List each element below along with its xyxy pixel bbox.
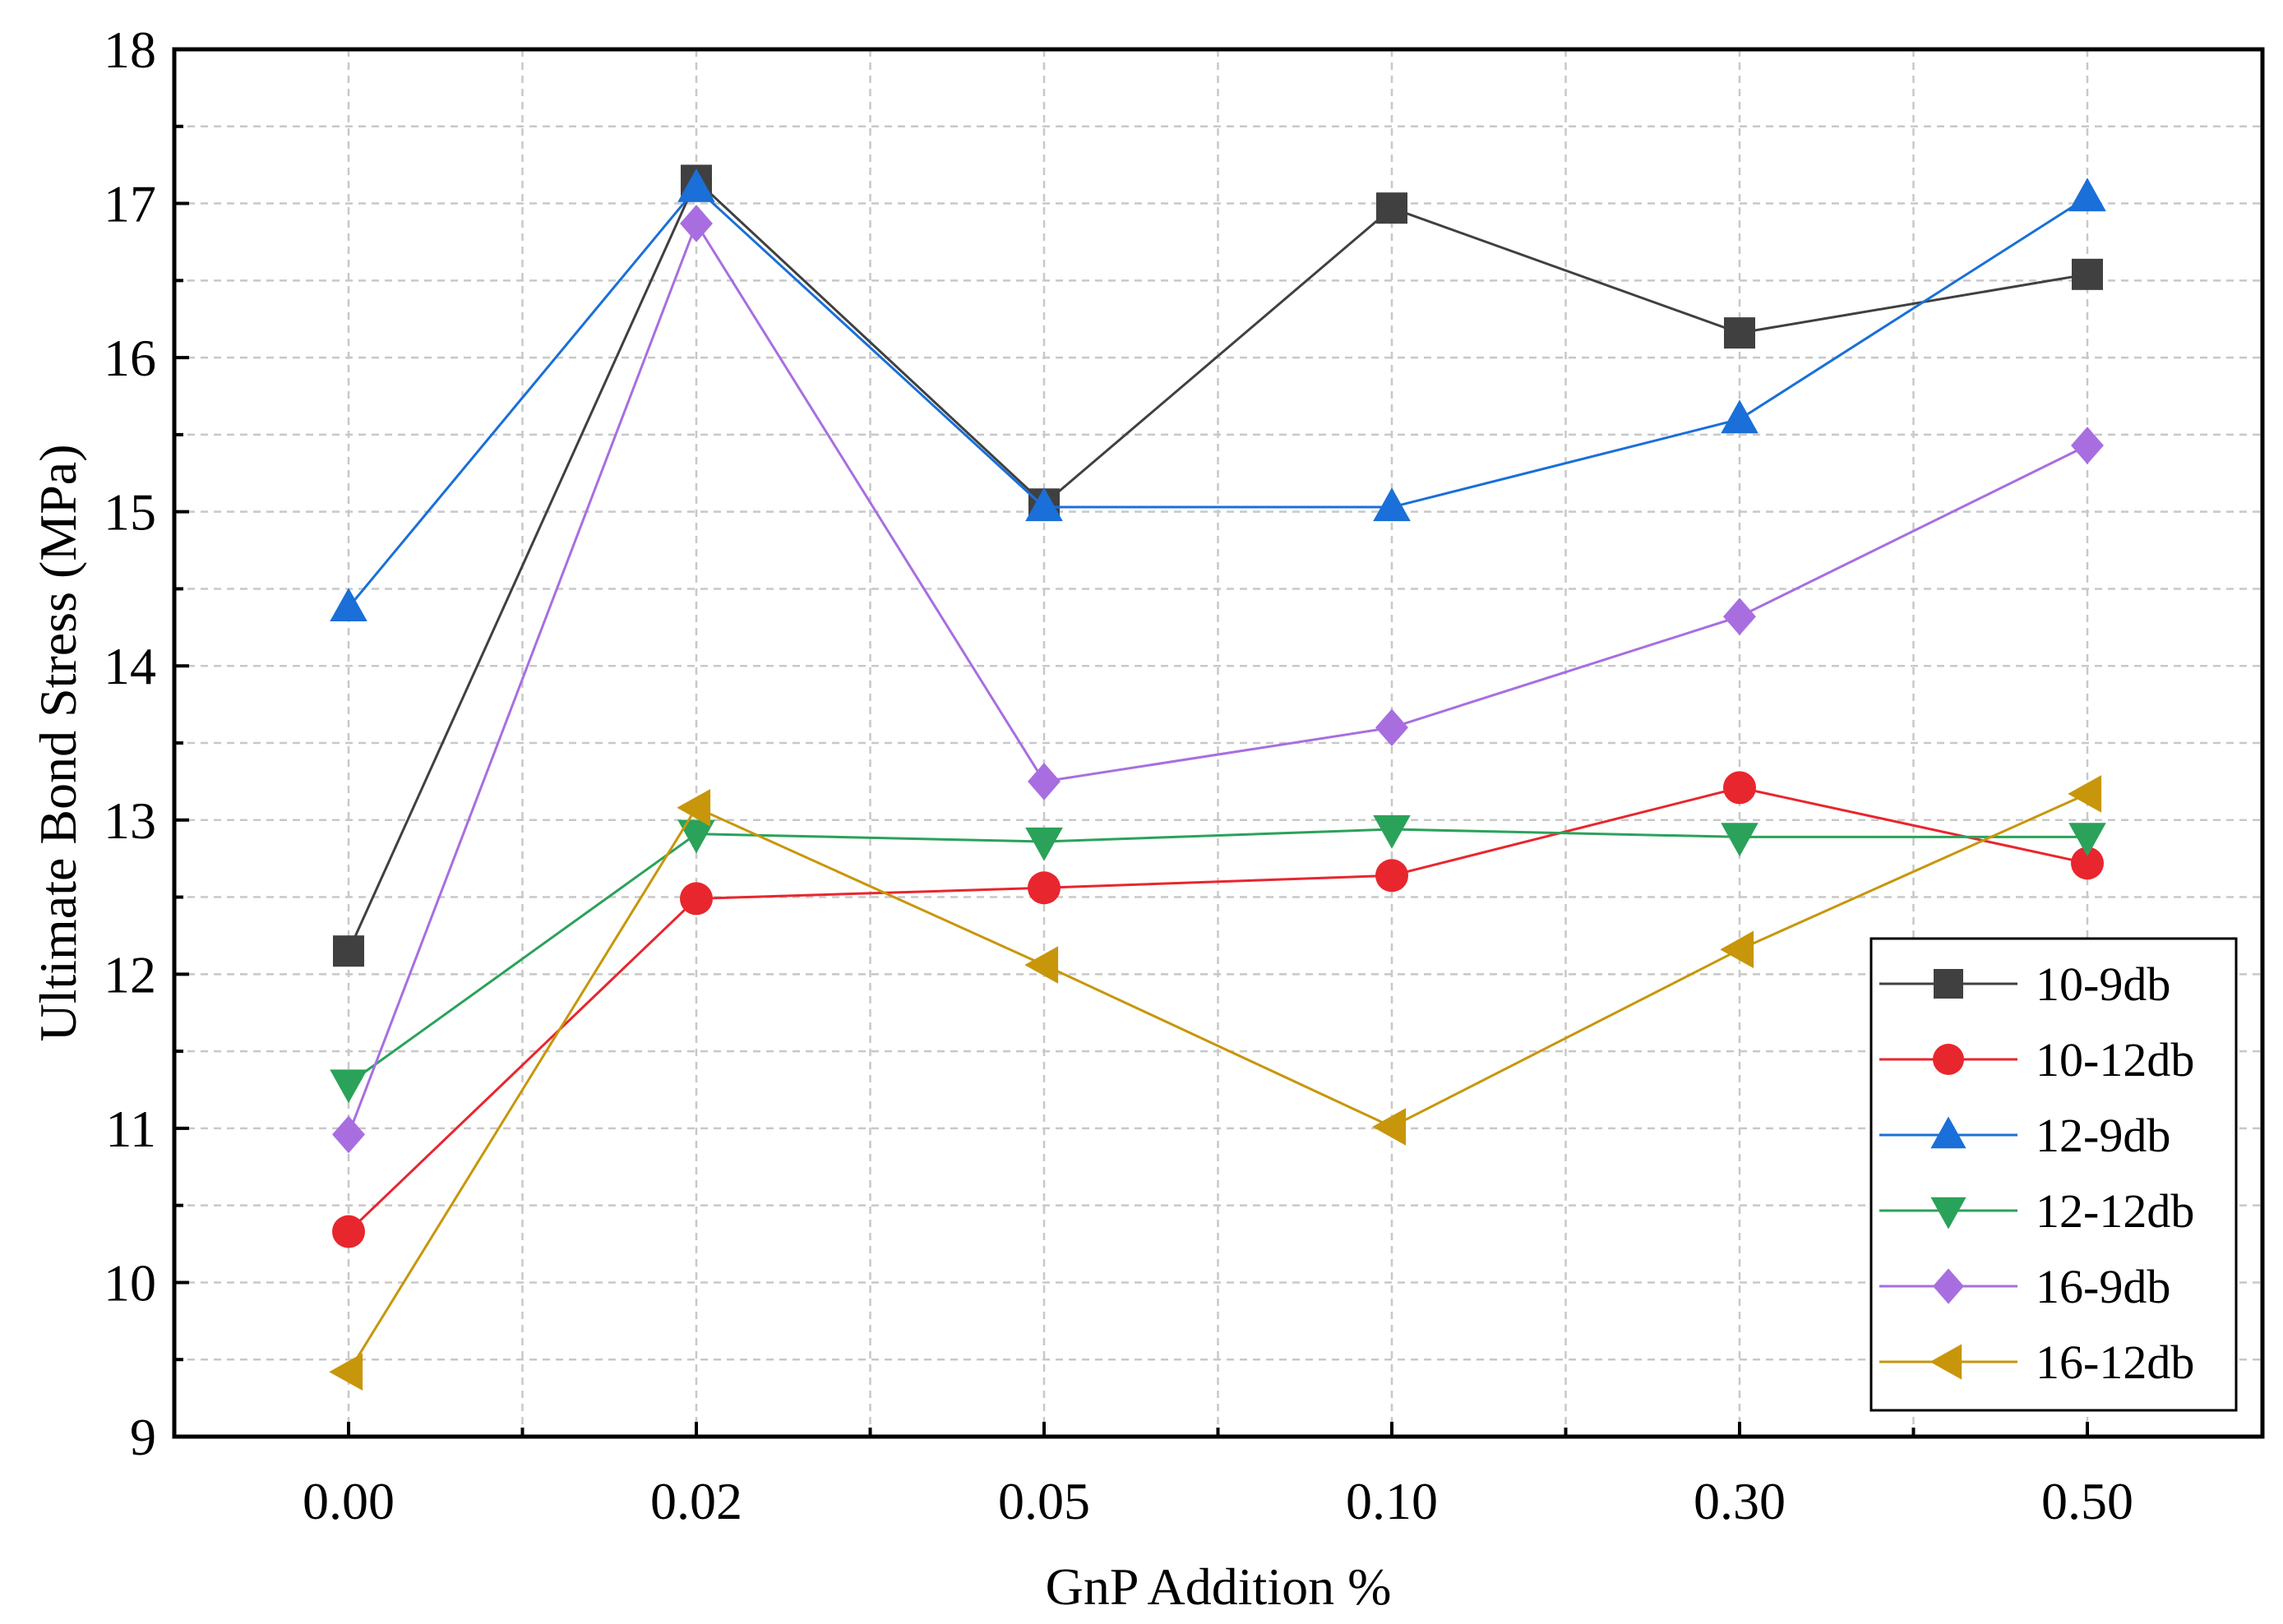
data-point <box>1373 487 1411 522</box>
data-point <box>1028 763 1061 800</box>
legend-box <box>1869 937 2238 1412</box>
series-line <box>347 186 2088 608</box>
y-tick-label: 11 <box>105 1100 156 1158</box>
x-tick-label: 0.05 <box>998 1472 1090 1530</box>
data-point <box>677 788 711 827</box>
legend-label: 10-12db <box>2036 1033 2194 1087</box>
y-tick-label: 16 <box>104 329 156 387</box>
grid-lines <box>174 49 2262 1437</box>
series-lines <box>329 164 2106 1391</box>
y-tick-label: 12 <box>104 945 156 1003</box>
data-point <box>680 205 713 242</box>
x-axis-title: GnP Addition % <box>1046 1557 1392 1616</box>
x-tick-label: 0.30 <box>1694 1472 1786 1530</box>
legend-item: 16-9db <box>1879 1260 2170 1313</box>
x-tick-label: 0.00 <box>303 1472 395 1530</box>
series-12-12db <box>330 814 2106 1104</box>
y-tick-label: 13 <box>104 791 156 850</box>
data-point <box>677 168 715 202</box>
data-point <box>1723 771 1756 805</box>
series-16-9db <box>332 205 2104 1154</box>
data-point <box>332 1215 365 1248</box>
data-point <box>330 588 367 622</box>
y-tick-label: 18 <box>104 21 156 79</box>
data-point <box>1024 946 1059 984</box>
y-tick-label: 9 <box>130 1408 156 1466</box>
data-point <box>329 1353 363 1391</box>
series-line <box>347 786 2088 1233</box>
data-point <box>680 882 713 916</box>
data-point <box>1375 859 1408 893</box>
legend-item: 10-9db <box>1879 957 2170 1011</box>
data-point <box>332 1115 365 1154</box>
legend: 10-9db 10-12db 12-9db 12-12db 16-9db 16-12db <box>1869 937 2238 1412</box>
data-point <box>1025 827 1063 861</box>
legend-item: 10-12db <box>1879 1033 2194 1087</box>
data-point <box>1375 708 1408 747</box>
data-point <box>1721 823 1758 857</box>
x-tick-label: 0.02 <box>650 1472 742 1530</box>
series-10-12db <box>332 771 2104 1248</box>
legend-marker <box>1933 1044 1964 1075</box>
legend-marker <box>1929 1344 1962 1380</box>
y-axis-title: Ultimate Bond Stress (MPa) <box>29 444 87 1041</box>
data-point <box>1372 1108 1407 1146</box>
legend-label: 16-9db <box>2036 1260 2170 1313</box>
data-point <box>1723 597 1756 636</box>
legend-marker <box>1930 1197 1966 1230</box>
y-tick-label: 10 <box>104 1253 156 1312</box>
data-point <box>2068 178 2106 212</box>
data-point <box>677 819 715 854</box>
data-point <box>330 1069 367 1104</box>
x-tick-label: 0.50 <box>2041 1472 2133 1530</box>
legend-label: 12-9db <box>2036 1109 2170 1162</box>
data-point <box>2068 775 2102 813</box>
legend-marker <box>1933 1268 1964 1304</box>
legend-label: 16-12db <box>2036 1336 2194 1389</box>
data-point <box>2072 258 2103 290</box>
data-point <box>1025 487 1063 522</box>
y-axis-ticks: 9 10 11 12 13 14 15 16 17 18 <box>104 21 189 1466</box>
x-axis-ticks: 0.00 0.02 0.05 0.10 0.30 0.50 <box>303 1422 2133 1530</box>
legend-label: 12-12db <box>2036 1184 2194 1238</box>
data-point <box>1373 814 1411 849</box>
legend-label: 10-9db <box>2036 957 2170 1011</box>
series-line <box>347 792 2088 1373</box>
series-line <box>347 220 2088 1135</box>
legend-item: 12-9db <box>1879 1109 2170 1162</box>
legend-marker <box>1934 969 1963 999</box>
data-point <box>1724 317 1755 349</box>
data-point <box>2071 847 2104 880</box>
y-tick-label: 17 <box>104 175 156 233</box>
y-tick-label: 15 <box>104 483 156 542</box>
data-point <box>2071 427 2104 464</box>
series-line <box>347 178 2088 952</box>
data-point <box>1028 871 1061 905</box>
series-line <box>348 828 2087 1085</box>
series-16-12db <box>329 775 2102 1391</box>
y-tick-label: 14 <box>104 637 156 695</box>
data-point <box>1720 930 1754 969</box>
data-point <box>1376 192 1407 224</box>
x-tick-label: 0.10 <box>1346 1472 1438 1530</box>
legend-item: 16-12db <box>1879 1336 2194 1389</box>
data-point <box>2068 823 2106 857</box>
data-point <box>333 935 364 967</box>
series-12-9db <box>330 168 2106 622</box>
legend-item: 12-12db <box>1879 1184 2194 1238</box>
legend-marker <box>1930 1116 1966 1149</box>
data-point <box>1721 399 1758 434</box>
